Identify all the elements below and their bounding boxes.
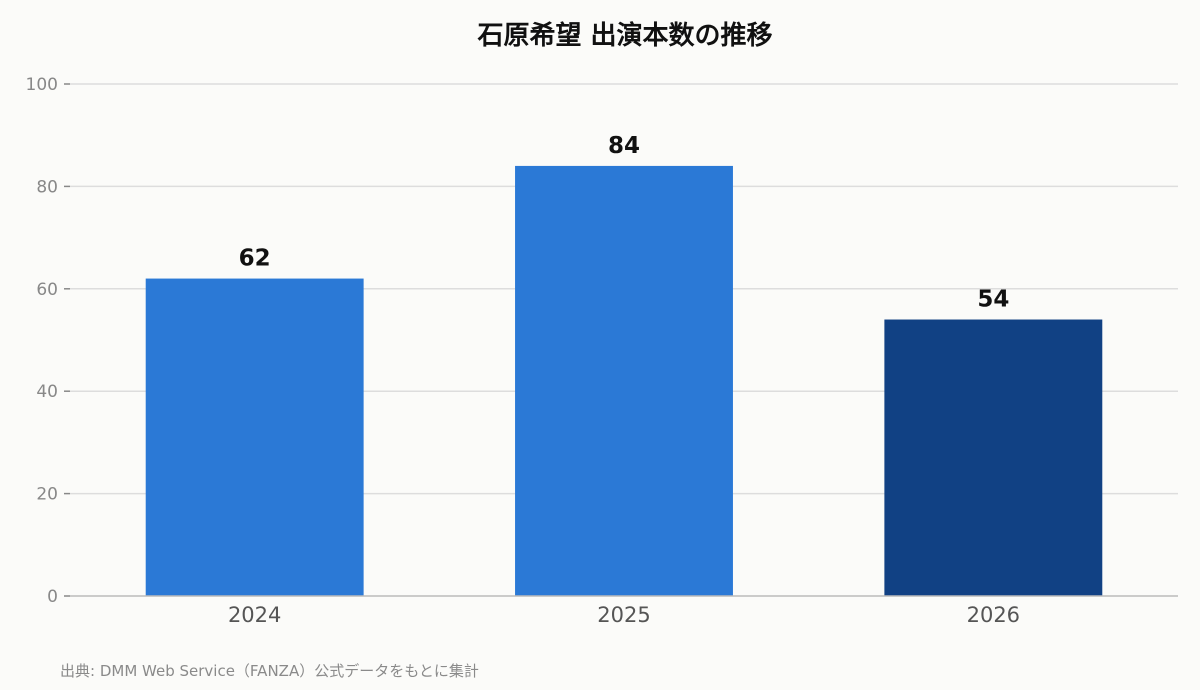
y-tick-label-80: 80	[36, 177, 58, 197]
data-label-2024: 62	[239, 246, 271, 272]
x-axis: 2024 2025 2026	[70, 595, 1178, 627]
bar-2025	[515, 165, 733, 597]
y-tick-label-100: 100	[26, 75, 58, 95]
y-tick-label-20: 20	[36, 485, 58, 505]
bars: 62 84 54	[145, 133, 1103, 597]
bar-2026	[884, 319, 1103, 596]
chart-title: 石原希望 出演本数の推移	[476, 20, 772, 51]
bar-2024	[145, 278, 364, 596]
x-tick-label-2026: 2026	[967, 603, 1020, 627]
source-note: 出典: DMM Web Service（FANZA）公式データをもとに集計	[60, 662, 479, 680]
x-tick-label-2024: 2024	[228, 603, 281, 627]
y-tick-label-60: 60	[36, 280, 58, 300]
y-tick-label-40: 40	[36, 382, 58, 402]
x-tick-label-2025: 2025	[597, 603, 650, 627]
data-label-2026: 54	[977, 287, 1009, 313]
data-label-2025: 84	[608, 133, 640, 159]
y-tick-label-0: 0	[47, 587, 58, 607]
y-axis: 0 20 40 60 80 100	[26, 75, 70, 607]
